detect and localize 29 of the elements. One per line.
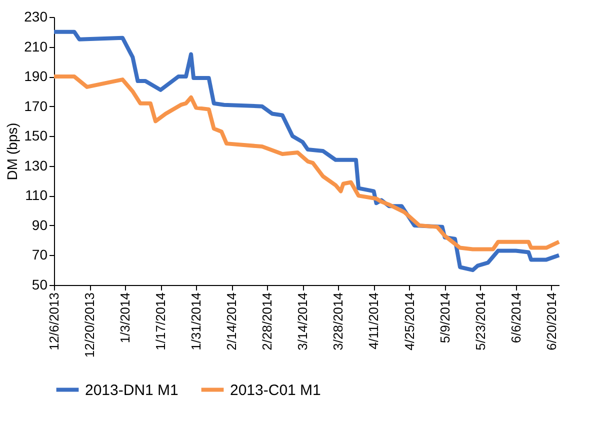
line-series xyxy=(52,74,561,252)
y-tick-label: 190 xyxy=(24,68,48,84)
legend-label: 2013-C01 M1 xyxy=(230,382,321,399)
x-tick-label: 3/28/2014 xyxy=(330,292,346,350)
y-tick-label: 150 xyxy=(24,128,48,144)
x-tick-label: 5/23/2014 xyxy=(472,292,488,350)
y-tick-label: 170 xyxy=(24,98,48,114)
y-tick-label: 90 xyxy=(32,216,48,233)
x-tick-label: 6/6/2014 xyxy=(508,292,524,344)
x-tick-label: 1/17/2014 xyxy=(153,292,168,350)
y-tick-label: 50 xyxy=(32,276,48,292)
x-tick-label: 12/20/2013 xyxy=(82,292,98,358)
x-tick-label: 4/11/2014 xyxy=(366,292,382,350)
x-tick-label: 1/31/2014 xyxy=(188,292,204,350)
y-tick-label: 230 xyxy=(24,8,48,24)
x-tick-label: 5/9/2014 xyxy=(437,292,452,344)
x-tick-label: 2/28/2014 xyxy=(260,292,275,350)
y-tick-label: 110 xyxy=(25,187,48,204)
y-axis-title: DM (bps) xyxy=(4,122,20,180)
x-tick-label: 12/6/2013 xyxy=(46,292,62,350)
x-tick-label: 3/14/2014 xyxy=(295,292,310,350)
y-tick-label: 210 xyxy=(24,38,48,54)
y-tick-label: 130 xyxy=(24,157,48,174)
x-tick-label: 2/14/2014 xyxy=(224,292,240,350)
x-tick-label: 1/3/2014 xyxy=(118,292,133,344)
legend-label: 2013-DN1 M1 xyxy=(85,382,178,399)
x-tick-label: 6/20/2014 xyxy=(544,292,559,350)
y-tick-label: 70 xyxy=(32,246,48,263)
x-tick-label: 4/25/2014 xyxy=(402,292,417,350)
